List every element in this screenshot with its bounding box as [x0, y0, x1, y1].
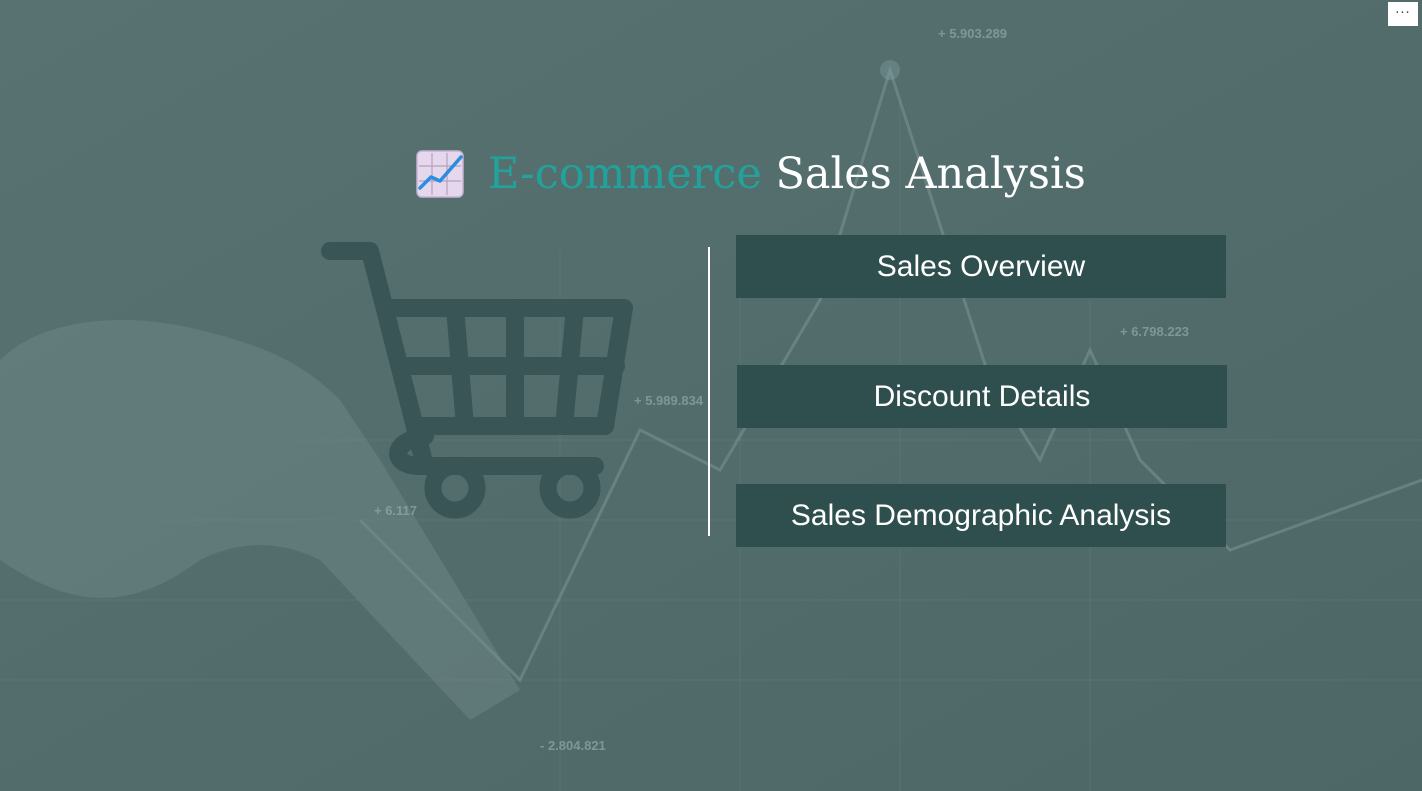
sales-demographic-analysis-button[interactable]: Sales Demographic Analysis — [736, 484, 1226, 547]
page-title: E-commerce Sales Analysis — [416, 148, 1086, 200]
title-accent-text: E-commerce — [488, 149, 762, 199]
bg-value-top: + 5.903.289 — [938, 26, 1007, 41]
chart-increasing-icon — [416, 150, 464, 198]
bg-value-mid: + 5.989.834 — [634, 393, 704, 408]
discount-details-button[interactable]: Discount Details — [737, 365, 1227, 428]
bg-value-right: + 6.798.223 — [1120, 324, 1189, 339]
vertical-divider — [708, 247, 710, 536]
sales-overview-button[interactable]: Sales Overview — [736, 235, 1226, 298]
bg-value-bottom: - 2.804.821 — [540, 738, 606, 753]
more-options-button[interactable]: ··· — [1388, 2, 1418, 26]
shopping-cart-icon — [321, 242, 633, 519]
bg-value-left: + 6.117 — [374, 503, 417, 518]
title-main-text: Sales Analysis — [775, 149, 1086, 199]
